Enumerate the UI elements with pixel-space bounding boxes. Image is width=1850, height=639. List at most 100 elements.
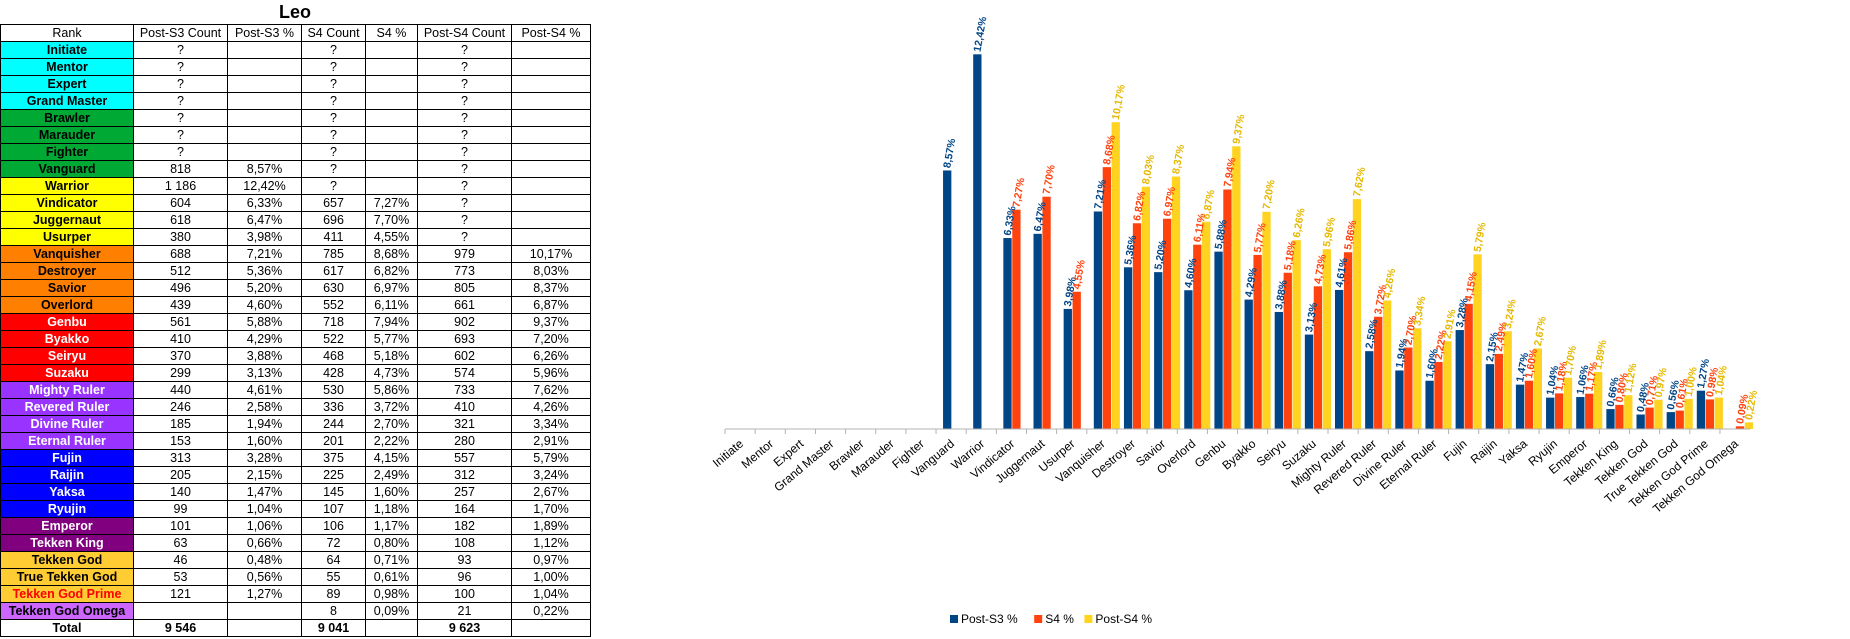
rank-cell: Savior — [0, 279, 134, 297]
rank-cell: Raijin — [0, 466, 134, 484]
value-cell: ? — [301, 58, 366, 76]
col-header: Post-S3 Count — [133, 24, 228, 42]
bar — [1485, 364, 1495, 429]
table-row: Vindicator 604 6,33% 657 7,27%? — [0, 194, 591, 212]
data-label: 1,17% — [1583, 360, 1600, 392]
value-cell: 72 — [301, 534, 366, 552]
data-label: 1,94% — [1394, 337, 1411, 369]
value-cell: 312 — [417, 466, 512, 484]
table-row: Juggernaut 618 6,47% 696 7,70%? — [0, 211, 591, 229]
total-cell — [511, 619, 591, 637]
value-cell — [511, 75, 591, 93]
value-cell: 106 — [301, 517, 366, 535]
bar — [1615, 404, 1624, 429]
total-cell — [227, 619, 302, 637]
rank-cell: Suzaku — [0, 364, 134, 382]
value-cell: 12,42% — [227, 177, 302, 195]
value-cell: 696 — [301, 211, 366, 229]
bar — [1244, 299, 1253, 429]
value-cell: ? — [133, 75, 228, 93]
bar — [1494, 353, 1503, 429]
value-cell: 0,61% — [365, 568, 418, 586]
value-cell: 661 — [417, 296, 512, 314]
table-row: Brawler??? — [0, 109, 591, 127]
value-cell: 3,24% — [511, 466, 591, 484]
data-label: 7,21% — [1092, 178, 1109, 210]
rank-cell: Juggernaut — [0, 211, 134, 229]
table-row: Destroyer 512 5,36% 617 6,82% 773 8,03% — [0, 262, 591, 280]
table-row: Emperor 101 1,06% 106 1,17% 182 1,89% — [0, 517, 591, 535]
rank-cell: Eternal Ruler — [0, 432, 134, 450]
data-label: 3,28% — [1454, 297, 1471, 329]
value-cell: 313 — [133, 449, 228, 467]
value-cell: 1,94% — [227, 415, 302, 433]
legend-swatch — [950, 615, 958, 623]
value-cell: 108 — [417, 534, 512, 552]
table-row: Mighty Ruler 440 4,61% 530 5,86% 733 7,62% — [0, 381, 591, 399]
value-cell: 2,91% — [511, 432, 591, 450]
bar — [1335, 289, 1344, 429]
value-cell: ? — [301, 75, 366, 93]
rank-cell: Tekken God Omega — [0, 602, 134, 620]
rank-cell: Marauder — [0, 126, 134, 144]
value-cell: 428 — [301, 364, 366, 382]
bar — [1072, 291, 1081, 429]
value-cell: 3,98% — [227, 228, 302, 246]
value-cell: 375 — [301, 449, 366, 467]
value-cell: 7,20% — [511, 330, 591, 348]
value-cell — [511, 194, 591, 212]
value-cell: 5,86% — [365, 381, 418, 399]
value-cell: 8,57% — [227, 160, 302, 178]
table-row: Seiryu 370 3,88% 468 5,18% 602 6,26% — [0, 347, 591, 365]
bar — [1253, 254, 1262, 429]
data-label: 3,72% — [1372, 283, 1389, 315]
value-cell: 153 — [133, 432, 228, 450]
table-row: Fighter??? — [0, 143, 591, 161]
value-cell: 617 — [301, 262, 366, 280]
value-cell: 1,06% — [227, 517, 302, 535]
bar — [1352, 199, 1362, 429]
data-label: 2,49% — [1493, 320, 1510, 352]
value-cell: 246 — [133, 398, 228, 416]
data-label: 5,79% — [1472, 221, 1489, 253]
total-cell: 9 546 — [133, 619, 228, 637]
table-row: Divine Ruler 185 1,94% 244 2,70% 321 3,34% — [0, 415, 591, 433]
value-cell — [365, 75, 418, 93]
value-cell: 439 — [133, 296, 228, 314]
bar — [1413, 328, 1422, 429]
value-cell: 1,47% — [227, 483, 302, 501]
bar — [1594, 371, 1603, 429]
value-cell: 101 — [133, 517, 228, 535]
data-label: 10,17% — [1110, 83, 1128, 121]
value-cell: 718 — [301, 313, 366, 331]
data-label: 0,80% — [1614, 371, 1631, 403]
rank-cell: Divine Ruler — [0, 415, 134, 433]
value-cell: 380 — [133, 228, 228, 246]
value-cell: 5,96% — [511, 364, 591, 382]
value-cell: 0,09% — [365, 602, 418, 620]
table-row: Tekken God Omega 8 0,09% 21 0,22% — [0, 602, 591, 620]
bar — [1003, 238, 1012, 429]
bar — [1141, 186, 1151, 429]
table-row: Revered Ruler 246 2,58% 336 3,72% 410 4,26% — [0, 398, 591, 416]
value-cell: 496 — [133, 279, 228, 297]
value-cell: 773 — [417, 262, 512, 280]
sheet-title: Leo — [278, 2, 311, 22]
table-row: Warrior 1 186 12,42%?? — [0, 177, 591, 195]
value-cell — [227, 92, 302, 110]
data-label: 8,57% — [941, 137, 958, 169]
value-cell: 688 — [133, 245, 228, 263]
data-label: 3,34% — [1411, 295, 1428, 327]
value-cell — [227, 41, 302, 59]
value-cell: 1,00% — [511, 568, 591, 586]
bar — [1714, 397, 1723, 429]
rank-cell: Warrior — [0, 177, 134, 195]
value-cell: ? — [133, 109, 228, 127]
value-cell: 1,04% — [227, 500, 302, 518]
col-header: Rank — [0, 24, 134, 42]
legend-label: Post-S4 % — [1095, 612, 1152, 626]
data-label: 5,36% — [1122, 234, 1139, 266]
rank-table: Rank Post-S3 Count Post-S3 % S4 Count S4… — [0, 24, 591, 637]
value-cell: 5,88% — [227, 313, 302, 331]
